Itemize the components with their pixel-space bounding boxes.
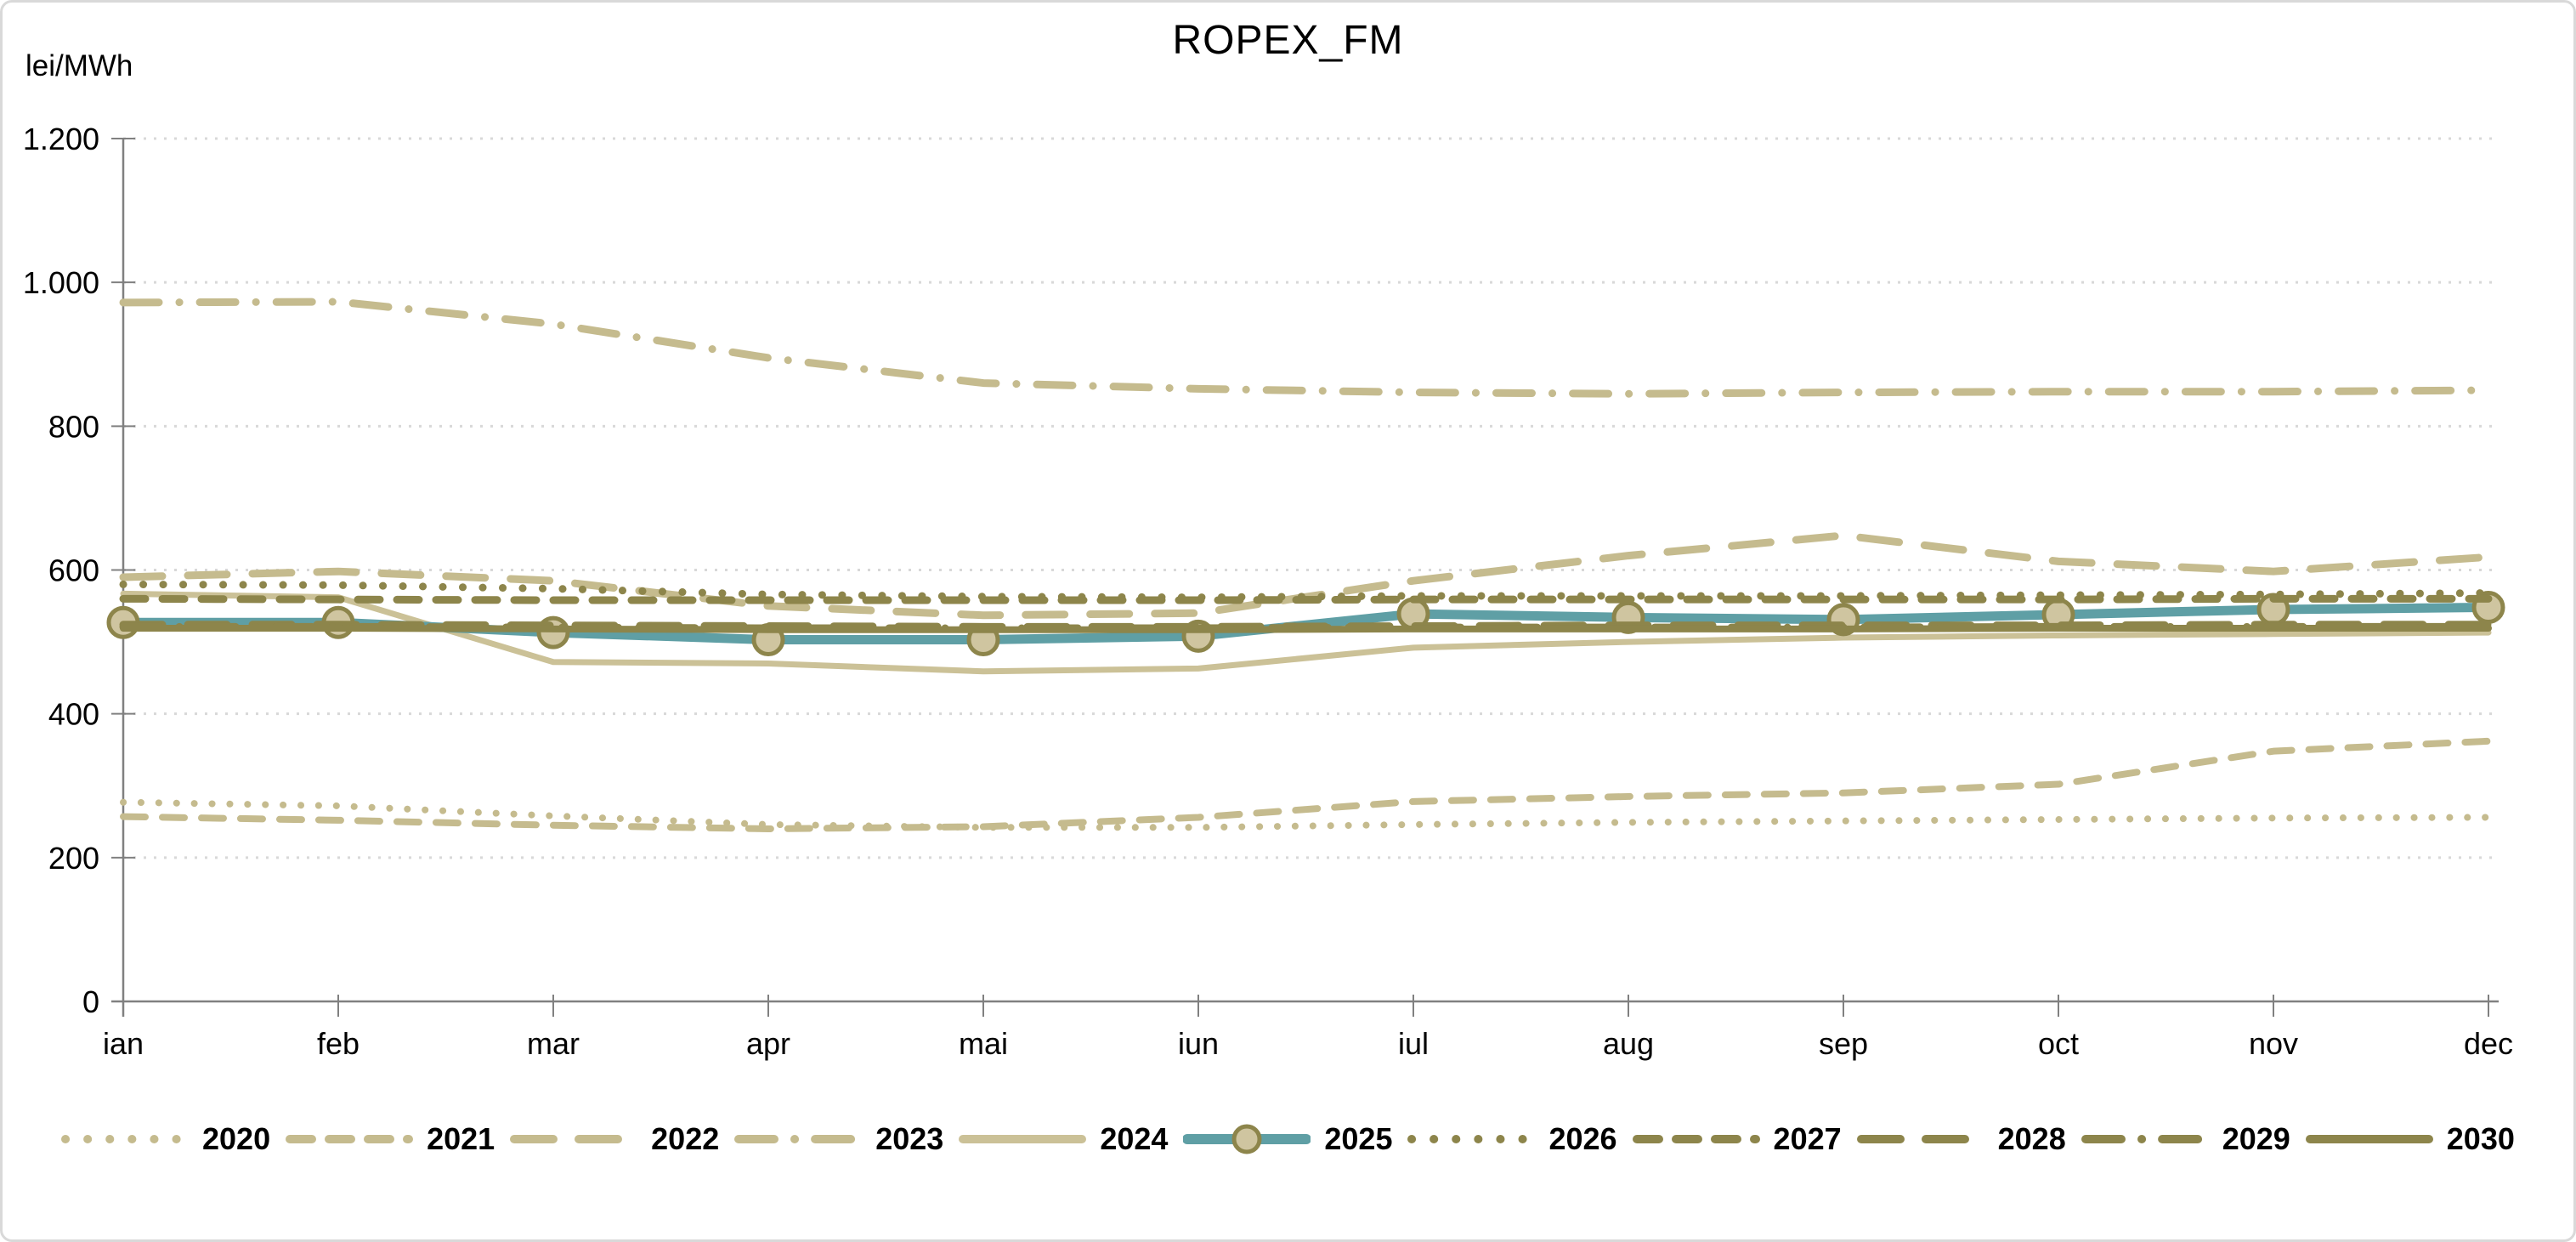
legend-item-2024: 2024 xyxy=(959,1120,1168,1158)
legend-line-sample-2020 xyxy=(61,1135,189,1143)
legend-line-sample-2028 xyxy=(1856,1135,1984,1143)
x-tick-label-oct: oct xyxy=(2038,1026,2079,1061)
legend-item-2030: 2030 xyxy=(2305,1120,2515,1158)
legend-line-sample-2023 xyxy=(734,1135,863,1143)
series-line-2020 xyxy=(120,798,2492,831)
x-tick-label-iul: iul xyxy=(1398,1026,1429,1061)
legend-item-2022: 2022 xyxy=(510,1120,719,1158)
legend-line-sample-2026 xyxy=(1407,1135,1536,1143)
legend-label-2030: 2030 xyxy=(2446,1121,2515,1156)
legend: 2020 2021 2022 2023 2024 2025 2026 2027 2028 2029… xyxy=(0,1120,2576,1158)
series-line-2021 xyxy=(120,737,2492,832)
legend-line-sample-2025 xyxy=(1183,1124,1311,1154)
series-line-2023 xyxy=(119,298,2493,398)
legend-label-2026: 2026 xyxy=(1548,1121,1617,1156)
legend-line-sample-2021 xyxy=(286,1135,414,1143)
legend-label-2023: 2023 xyxy=(875,1121,944,1156)
legend-item-2020: 2020 xyxy=(61,1120,270,1158)
legend-marker-2025 xyxy=(1231,1124,1262,1154)
y-tick-label-1000: 1.000 xyxy=(23,265,99,300)
legend-item-2021: 2021 xyxy=(286,1120,495,1158)
legend-label-2020: 2020 xyxy=(202,1121,271,1156)
x-tick-label-mar: mar xyxy=(527,1026,580,1061)
x-tick-label-dec: dec xyxy=(2464,1026,2513,1061)
x-tick-label-nov: nov xyxy=(2249,1026,2298,1061)
legend-line-sample-2022 xyxy=(510,1135,638,1143)
x-tick-label-apr: apr xyxy=(746,1026,790,1061)
legend-label-2029: 2029 xyxy=(2222,1121,2290,1156)
legend-line-sample-2027 xyxy=(1632,1135,1760,1143)
legend-label-2022: 2022 xyxy=(651,1121,720,1156)
x-tick-label-feb: feb xyxy=(317,1026,360,1061)
x-tick-label-sep: sep xyxy=(1819,1026,1868,1061)
x-tick-label-aug: aug xyxy=(1603,1026,1654,1061)
legend-item-2028: 2028 xyxy=(1856,1120,2066,1158)
series-line-2030 xyxy=(120,625,2492,633)
y-tick-label-400: 400 xyxy=(48,697,99,732)
y-tick-label-1200: 1.200 xyxy=(23,122,99,156)
x-tick-label-ian: ian xyxy=(103,1026,144,1061)
series-line-2024 xyxy=(120,590,2492,675)
legend-label-2027: 2027 xyxy=(1773,1121,1842,1156)
y-tick-label-0: 0 xyxy=(82,984,99,1019)
y-tick-label-200: 200 xyxy=(48,841,99,876)
series-line-2027 xyxy=(119,594,2493,604)
x-tick-label-iun: iun xyxy=(1178,1026,1219,1061)
y-tick-label-800: 800 xyxy=(48,409,99,444)
legend-item-2029: 2029 xyxy=(2081,1120,2290,1158)
legend-item-2026: 2026 xyxy=(1407,1120,1617,1158)
legend-label-2028: 2028 xyxy=(1997,1121,2066,1156)
y-axis-unit-label: lei/MWh xyxy=(25,49,133,82)
y-tick-label-600: 600 xyxy=(48,553,99,588)
x-tick-label-mai: mai xyxy=(959,1026,1008,1061)
legend-line-sample-2024 xyxy=(959,1135,1087,1143)
legend-label-2024: 2024 xyxy=(1100,1121,1169,1156)
legend-label-2021: 2021 xyxy=(427,1121,495,1156)
legend-label-2025: 2025 xyxy=(1324,1121,1393,1156)
legend-item-2023: 2023 xyxy=(734,1120,943,1158)
legend-item-2027: 2027 xyxy=(1632,1120,1842,1158)
chart-title: ROPEX_FM xyxy=(1172,18,1404,63)
legend-item-2025: 2025 xyxy=(1183,1120,1392,1158)
legend-line-sample-2029 xyxy=(2081,1135,2209,1143)
legend-line-sample-2030 xyxy=(2305,1135,2433,1143)
